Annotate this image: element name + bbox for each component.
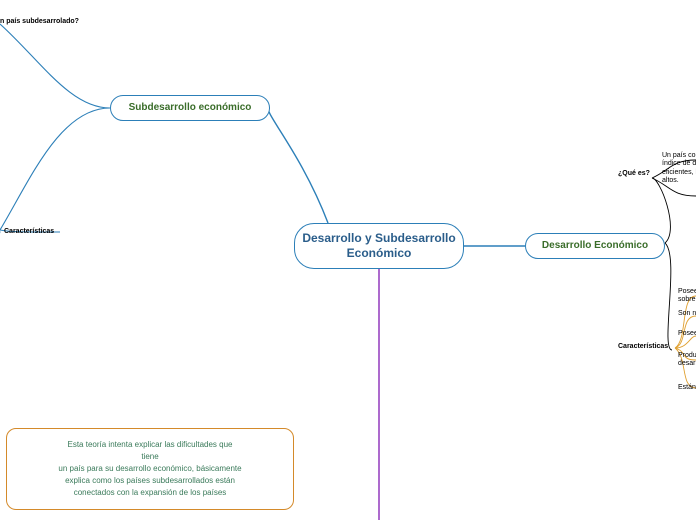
carac-item: Están e	[678, 384, 696, 392]
label-caracteristicas-left: Características	[4, 228, 54, 236]
node-center-label: Desarrollo y Subdesarrollo Económico	[302, 231, 455, 261]
node-desarrollo-label: Desarrollo Económico	[542, 240, 648, 253]
edge-center-left	[268, 108, 328, 223]
edge-right-split	[652, 178, 672, 350]
node-subdesarrollo-economico[interactable]: Subdesarrollo económico	[110, 95, 270, 121]
edge-left-down	[0, 108, 110, 232]
node-center[interactable]: Desarrollo y Subdesarrollo Económico	[294, 223, 464, 269]
note-theory-text: Esta teoría intenta explicar las dificul…	[58, 440, 241, 497]
carac-item: Poseer	[678, 330, 696, 338]
node-subdesarrollo-label: Subdesarrollo económico	[129, 102, 252, 115]
node-desarrollo-economico[interactable]: Desarrollo Económico	[525, 233, 665, 259]
note-theory: Esta teoría intenta explicar las dificul…	[6, 428, 294, 510]
label-caracteristicas-right: Características	[618, 343, 668, 350]
carac-item: Produc desarro	[678, 352, 696, 369]
text-que-es-desc: Un país con índice de d eficientes, l al…	[662, 152, 696, 186]
edge-left-up	[0, 24, 110, 108]
label-que-es: ¿Qué es?	[618, 170, 650, 177]
carac-item: Poseen sobre l	[678, 288, 696, 305]
label-pais-subdesarrollado: n país subdesarrolado?	[0, 18, 79, 26]
carac-item: Son na	[678, 310, 696, 318]
